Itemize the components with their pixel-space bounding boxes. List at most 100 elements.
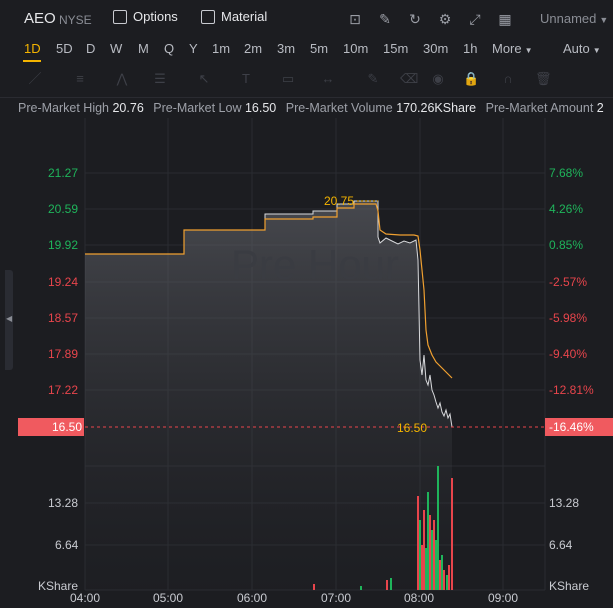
period-m[interactable]: M [138, 41, 149, 56]
time-axis-tick: 04:00 [70, 591, 101, 605]
settings-icon[interactable]: ⚙ [438, 11, 452, 27]
pen-tool-icon[interactable]: ✎ [367, 71, 379, 86]
layout-dropdown[interactable]: Unnamed ▼ [540, 11, 608, 26]
chevron-left-icon: ◀ [6, 314, 13, 323]
period-5d[interactable]: 5D [56, 41, 73, 56]
time-axis-tick: 05:00 [153, 591, 184, 605]
stat-value: 170.26KShare [396, 101, 477, 115]
measure-tool-icon[interactable]: ↔ [321, 71, 335, 86]
period-1d[interactable]: 1D [24, 41, 41, 56]
text-tool-icon[interactable]: T [242, 71, 250, 86]
hline-tool-icon[interactable]: ≡ [76, 71, 84, 86]
magnet-icon[interactable]: ∩ [503, 71, 513, 86]
volume-axis-tick: 6.64 [549, 538, 573, 552]
layout-grid-icon[interactable]: ▦ [498, 11, 512, 27]
volume-axis-unit: KShare [38, 579, 79, 593]
layout-name: Unnamed [540, 11, 597, 26]
volume-bars [313, 466, 453, 590]
material-icon [201, 9, 215, 24]
right-axis-tick: 0.85% [549, 238, 584, 252]
period-3m[interactable]: 3m [277, 41, 296, 56]
average-price-line [85, 203, 453, 379]
time-axis-tick: 08:00 [404, 591, 435, 605]
top-toolbar: AEO NYSE Options Material ⊡ ✎ ↻ ⚙ ⤢ ▦ Un… [0, 0, 613, 36]
left-axis-tick: 20.59 [48, 202, 79, 216]
stat-label: Pre-Market High [18, 101, 109, 115]
volume-axis-tick: 13.28 [549, 496, 580, 510]
visibility-icon[interactable]: ◉ [432, 71, 444, 86]
right-axis-tick: 7.68% [549, 166, 584, 180]
time-axis-tick: 09:00 [488, 591, 519, 605]
period-5m[interactable]: 5m [310, 41, 329, 56]
lock-icon[interactable]: 🔒 [463, 71, 480, 86]
time-axis-tick: 06:00 [237, 591, 268, 605]
sidebar-collapse-handle[interactable]: ◀ [5, 270, 13, 370]
trash-icon[interactable]: 🗑 [535, 71, 552, 86]
options-icon [113, 9, 127, 24]
high-marker-label: 20.75 [324, 194, 355, 208]
period-bar: 1D 5D D W M Q Y 1m 2m 3m 5m 10m 15m 30m … [0, 38, 613, 60]
left-axis-tick: 18.57 [48, 311, 79, 325]
period-15m[interactable]: 15m [383, 41, 409, 56]
stat-label: Pre-Market Volume [285, 101, 393, 115]
period-more-label: More [492, 41, 522, 56]
period-d[interactable]: D [86, 41, 96, 56]
current-pct-tag: -16.46% [545, 418, 613, 436]
options-label: Options [133, 9, 178, 24]
exchange-label: NYSE [59, 13, 92, 27]
period-w[interactable]: W [110, 41, 123, 56]
divider [0, 97, 613, 98]
arrow-tool-icon[interactable]: ↖ [198, 71, 210, 86]
period-2m[interactable]: 2m [244, 41, 263, 56]
low-marker-label: 16.50 [397, 421, 428, 435]
pattern-tool-icon[interactable]: ⋀ [116, 71, 128, 86]
right-axis-tick: -5.98% [549, 311, 588, 325]
period-more[interactable]: More ▼ [492, 41, 533, 56]
current-price-tag: 16.50 [18, 418, 84, 436]
period-1h[interactable]: 1h [463, 41, 478, 56]
period-auto-label: Auto [563, 41, 590, 56]
stat-label: Pre-Market Low [153, 101, 242, 115]
volume-axis-unit: KShare [549, 579, 590, 593]
draw-icon[interactable]: ✎ [379, 11, 391, 27]
chevron-down-icon: ▼ [524, 46, 533, 55]
eraser-tool-icon[interactable]: ⌫ [400, 71, 419, 86]
refresh-icon[interactable]: ↻ [409, 11, 421, 27]
period-1m[interactable]: 1m [212, 41, 231, 56]
line-tool-icon[interactable]: ／ [28, 71, 42, 86]
symbol-label[interactable]: AEO [24, 10, 56, 27]
right-axis-tick: -2.57% [549, 275, 588, 289]
material-label: Material [221, 9, 268, 24]
premarket-stats: Pre-Market High 20.76 Pre-Market Low 16.… [18, 101, 610, 115]
chevron-down-icon: ▼ [599, 15, 609, 25]
period-10m[interactable]: 10m [343, 41, 369, 56]
period-auto[interactable]: Auto ▼ [563, 41, 601, 56]
time-axis-tick: 07:00 [321, 591, 352, 605]
label-tool-icon[interactable]: ▭ [281, 71, 295, 86]
stat-value: 16.50 [244, 101, 277, 115]
material-button[interactable]: Material [201, 9, 267, 24]
price-area [85, 201, 452, 590]
right-axis-tick: -12.81% [549, 383, 594, 397]
chevron-down-icon: ▼ [592, 46, 601, 55]
right-axis-tick: -9.40% [549, 347, 588, 361]
left-axis-tick: 21.27 [48, 166, 79, 180]
left-axis-tick: 17.89 [48, 347, 79, 361]
chart-type-icon[interactable]: ⊡ [349, 11, 361, 27]
fullscreen-icon[interactable]: ⤢ [469, 11, 481, 27]
drawing-toolbar: ／ ≡ ⋀ ☰ ↖ T ▭ ↔ ✎ ⌫ ◉ 🔒 ∩ 🗑 [0, 66, 613, 92]
left-axis-tick: 17.22 [48, 383, 79, 397]
period-y[interactable]: Y [189, 41, 198, 56]
period-30m[interactable]: 30m [423, 41, 449, 56]
stat-value: 2 [596, 101, 604, 115]
left-axis-tick: 19.92 [48, 238, 79, 252]
price-line [85, 200, 453, 428]
right-axis-tick: 4.26% [549, 202, 584, 216]
stat-label: Pre-Market Amount [485, 101, 594, 115]
watermark: Pre Hour [231, 241, 399, 288]
volume-axis-tick: 6.64 [55, 538, 79, 552]
fib-tool-icon[interactable]: ☰ [154, 71, 166, 86]
options-button[interactable]: Options [113, 9, 178, 24]
period-q[interactable]: Q [164, 41, 175, 56]
